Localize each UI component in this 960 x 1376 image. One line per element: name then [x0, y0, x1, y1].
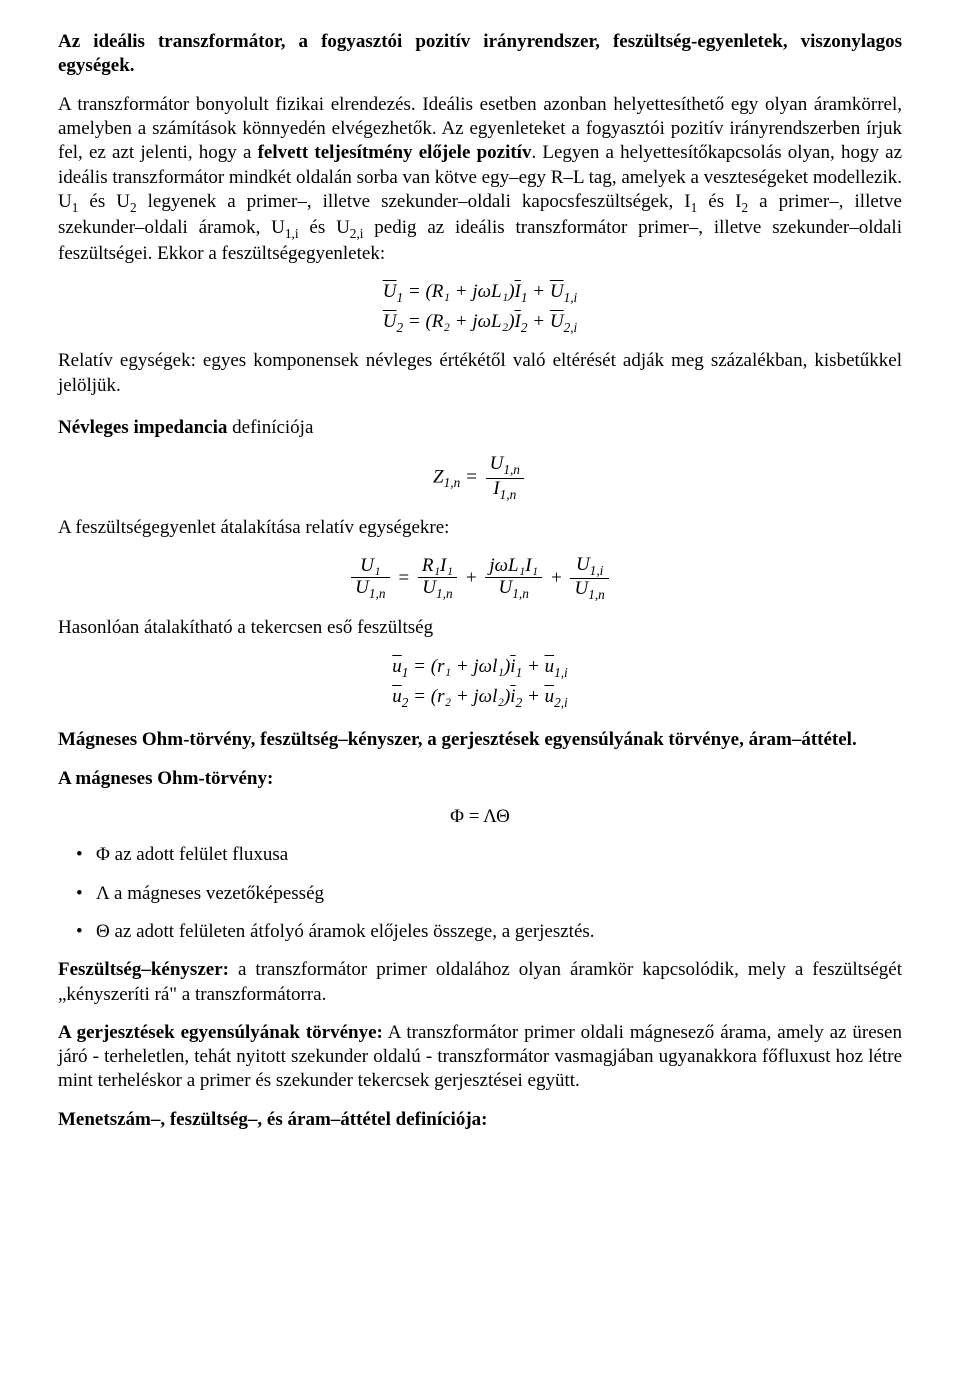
list-item: Θ az adott felületen átfolyó áramok előj…	[58, 920, 902, 944]
equation-u1: U1 = (R₁ + jωL₁)I1 + U1,i	[58, 280, 902, 306]
fraction: R₁I₁ U1,n	[418, 556, 457, 601]
sub: 2,i	[564, 319, 578, 334]
bullet-list: Φ az adott felület fluxusa Λ a mágneses …	[58, 843, 902, 944]
den-sub: 1,n	[369, 585, 386, 600]
text: +	[528, 311, 550, 332]
paragraph-ohm-law: A mágneses Ohm-törvény:	[58, 767, 902, 791]
sym: Z	[433, 467, 444, 488]
sym: U	[383, 281, 397, 302]
section-title-3: Menetszám–, feszültség–, és áram–áttétel…	[58, 1108, 902, 1132]
equation-block-lowercase: u1 = (r₁ + jωl₁)i1 + u1,i u2 = (r₂ + jωl…	[58, 655, 902, 711]
text: és U	[299, 217, 350, 238]
num: U₁	[351, 556, 389, 578]
list-item: Λ a mágneses vezetőképesség	[58, 882, 902, 906]
bold-text: Névleges impedancia	[58, 417, 227, 438]
den-sym: U	[355, 577, 369, 598]
bold-text: A gerjesztések egyensúlyának törvénye:	[58, 1022, 383, 1043]
text: =	[460, 467, 482, 488]
text: és I	[697, 191, 741, 212]
text: definíciója	[227, 417, 313, 438]
equation-u2-lower: u2 = (r₂ + jωl₂)i2 + u2,i	[58, 685, 902, 711]
bold-text: felvett teljesítmény előjele pozitív	[258, 142, 532, 163]
paragraph-transform: A feszültségegyenlet átalakítása relatív…	[58, 516, 902, 540]
equation-u2: U2 = (R₂ + jωL₂)I2 + U2,i	[58, 310, 902, 336]
den-sub: 1,n	[512, 585, 529, 600]
text: legyenek a primer–, illetve szekunder–ol…	[137, 191, 691, 212]
bold-text: Feszültség–kényszer:	[58, 959, 229, 980]
sub: 1,n	[444, 475, 461, 490]
num-sym: U	[490, 453, 504, 474]
num: jωL₁I₁	[485, 556, 542, 578]
section-title-2: Mágneses Ohm-törvény, feszültség–kénysze…	[58, 728, 902, 752]
fraction: jωL₁I₁ U1,n	[485, 556, 542, 601]
sym: u	[545, 686, 555, 707]
text: = (R₁ + jωL₁)	[403, 281, 514, 302]
subscript: 1,i	[285, 225, 299, 240]
num-sym: U	[576, 554, 590, 575]
equation-impedance: Z1,n = U1,n I1,n	[58, 454, 902, 502]
den-sub: 1,n	[588, 587, 605, 602]
fraction: U1,i U1,n	[570, 555, 608, 603]
equation-relative: U₁ U1,n = R₁I₁ U1,n + jωL₁I₁ U1,n + U1,i…	[58, 555, 902, 603]
text: = (r₁ + jωl₁)	[408, 656, 510, 677]
sym: U	[550, 311, 564, 332]
num-sub: 1,n	[503, 462, 520, 477]
paragraph-intro: A transzformátor bonyolult fizikai elren…	[58, 93, 902, 266]
sub: 2	[521, 319, 528, 334]
text: +	[545, 567, 567, 588]
paragraph-voltage-constraint: Feszültség–kényszer: a transzformátor pr…	[58, 958, 902, 1007]
equation-ohm: Φ = ΛΘ	[58, 805, 902, 829]
section-title-1: Az ideális transzformátor, a fogyasztói …	[58, 30, 902, 79]
sym: U	[383, 311, 397, 332]
equation-block-voltage: U1 = (R₁ + jωL₁)I1 + U1,i U2 = (R₂ + jωL…	[58, 280, 902, 336]
den-sub: 1,n	[500, 487, 517, 502]
equation-u1-lower: u1 = (r₁ + jωl₁)i1 + u1,i	[58, 655, 902, 681]
sym: u	[392, 656, 402, 677]
sub: 1,i	[564, 290, 578, 305]
paragraph-relative-units: Relatív egységek: egyes komponensek névl…	[58, 349, 902, 398]
paragraph-similarly: Hasonlóan átalakítható a tekercsen eső f…	[58, 616, 902, 640]
num-sub: 1,i	[590, 562, 604, 577]
paragraph-nominal-impedance: Névleges impedancia definíciója	[58, 416, 902, 440]
text: +	[522, 656, 544, 677]
den-sub: 1,n	[436, 585, 453, 600]
sym: U	[550, 281, 564, 302]
subscript: 2	[130, 200, 137, 215]
sub: 1	[521, 290, 528, 305]
den-sym: U	[422, 577, 436, 598]
paragraph-excitation-balance: A gerjesztések egyensúlyának törvénye: A…	[58, 1021, 902, 1094]
fraction: U₁ U1,n	[351, 556, 389, 601]
fraction: U1,n I1,n	[486, 454, 524, 502]
sym: u	[392, 686, 402, 707]
sub: 1,i	[554, 664, 568, 679]
text: +	[460, 567, 482, 588]
text: =	[393, 567, 415, 588]
text: +	[528, 281, 550, 302]
text: = (R₂ + jωL₂)	[403, 311, 514, 332]
list-item: Φ az adott felület fluxusa	[58, 843, 902, 867]
sym: u	[545, 656, 555, 677]
text: = (r₂ + jωl₂)	[408, 686, 510, 707]
den-sym: U	[499, 577, 513, 598]
subscript: 2,i	[350, 225, 364, 240]
text: +	[522, 686, 544, 707]
text: és U	[78, 191, 130, 212]
num: R₁I₁	[418, 556, 457, 578]
sub: 2,i	[554, 694, 568, 709]
den-sym: U	[574, 578, 588, 599]
